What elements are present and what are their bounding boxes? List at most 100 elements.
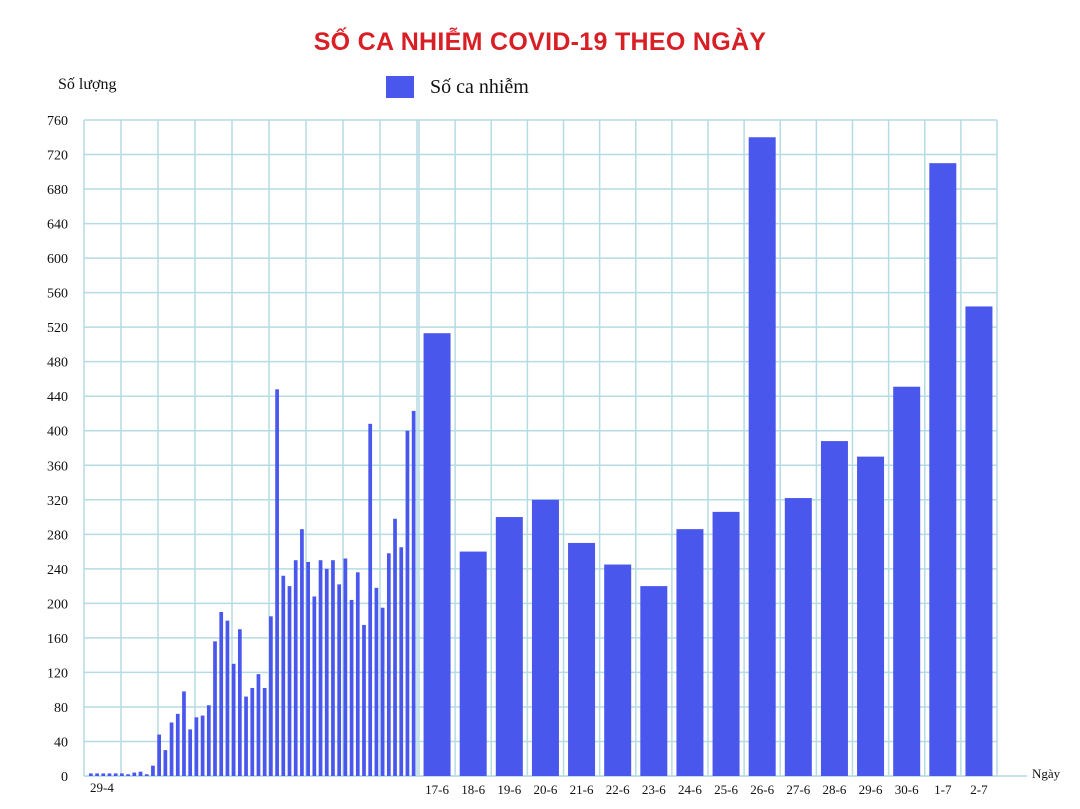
x-tick-label: 29-6 <box>859 782 883 797</box>
bar-24-6 <box>676 529 704 776</box>
early-bar <box>126 774 130 776</box>
x-axis-label: Ngày <box>1032 766 1061 781</box>
early-bar <box>399 547 404 776</box>
bar-23-6 <box>640 586 668 776</box>
y-tick-label: 600 <box>47 252 68 267</box>
early-bar <box>237 629 242 776</box>
early-bar <box>393 518 397 776</box>
x-tick-label: 1-7 <box>934 782 952 797</box>
bar-2-7 <box>965 306 993 776</box>
early-bar <box>312 596 317 776</box>
early-bar <box>188 729 193 776</box>
early-bar <box>95 773 99 776</box>
y-tick-label: 80 <box>54 701 68 716</box>
bar-21-6 <box>568 542 596 776</box>
bar-28-6 <box>820 441 848 776</box>
y-tick-label: 760 <box>47 114 68 129</box>
x-tick-label: 2-7 <box>970 782 988 797</box>
early-bar <box>355 572 360 776</box>
early-bar <box>300 529 304 776</box>
y-tick-label: 120 <box>47 666 68 681</box>
y-tick-label: 200 <box>47 597 68 612</box>
early-bar <box>175 713 180 776</box>
bar-20-6 <box>531 499 559 776</box>
x-tick-label: 30-6 <box>895 782 919 797</box>
early-bar <box>163 750 168 776</box>
y-tick-label: 160 <box>47 632 68 647</box>
early-bar <box>331 560 335 776</box>
early-bar <box>275 389 279 776</box>
early-bar <box>318 560 323 776</box>
x-tick-label: 26-6 <box>750 782 774 797</box>
early-bar <box>151 765 155 776</box>
x-ticks: 29-4 17-6 18-6 19-6 20-6 21-6 22-6 23-6 24-6 25-6… <box>90 780 988 797</box>
y-axis-label: Số lượng <box>58 76 117 93</box>
y-ticks: 0 40 80 120 160 200 240 280 320 360 400 440 480 520 56… <box>47 114 68 785</box>
bar-18-6 <box>459 551 487 776</box>
early-bar <box>269 616 273 776</box>
x-tick-label: 21-6 <box>570 782 594 797</box>
y-tick-label: 40 <box>54 735 68 750</box>
x-tick-label: 20-6 <box>534 782 558 797</box>
early-bar <box>349 599 354 776</box>
bar-29-6 <box>857 456 885 776</box>
y-tick-label: 320 <box>47 494 68 509</box>
early-bar <box>362 624 366 776</box>
y-tick-label: 560 <box>47 287 68 302</box>
bar-30-6 <box>893 386 921 776</box>
early-bar <box>337 584 342 776</box>
early-bar <box>281 575 286 776</box>
x-tick-label: 28-6 <box>823 782 847 797</box>
x-tick-label: 27-6 <box>786 782 810 797</box>
early-bar <box>182 691 186 776</box>
bar-22-6 <box>604 564 632 776</box>
legend: Số ca nhiễm <box>386 74 529 100</box>
y-tick-label: 360 <box>47 459 68 474</box>
early-bar <box>101 773 106 776</box>
early-bar <box>386 553 391 776</box>
y-tick-label: 240 <box>47 563 68 578</box>
early-bar <box>107 773 112 776</box>
x-tick-label: 23-6 <box>642 782 666 797</box>
early-bar <box>144 774 149 776</box>
early-bar <box>200 715 205 776</box>
early-bar <box>113 773 118 776</box>
early-bar <box>194 717 199 776</box>
y-tick-label: 0 <box>61 770 68 785</box>
early-bar <box>132 772 137 776</box>
early-bar <box>219 612 224 776</box>
y-tick-label: 480 <box>47 356 68 371</box>
y-tick-label: 440 <box>47 390 68 405</box>
early-bar <box>120 773 124 776</box>
early-bar <box>293 560 298 776</box>
early-bar <box>169 722 174 776</box>
early-bar <box>343 558 348 776</box>
early-bar <box>380 607 385 776</box>
x-tick-label: 29-4 <box>90 780 114 795</box>
bar-26-6 <box>748 137 776 776</box>
legend-swatch <box>386 76 414 98</box>
x-tick-label: 24-6 <box>678 782 702 797</box>
early-bar <box>306 561 310 776</box>
early-bar <box>262 687 267 776</box>
y-tick-label: 720 <box>47 149 68 164</box>
x-tick-label: 19-6 <box>497 782 521 797</box>
y-tick-label: 400 <box>47 425 68 440</box>
early-bar <box>225 620 230 776</box>
legend-label: Số ca nhiễm <box>430 75 529 98</box>
bar-27-6 <box>784 498 812 776</box>
early-bar <box>287 586 292 776</box>
x-tick-label: 25-6 <box>714 782 738 797</box>
bar-1-7 <box>929 163 957 776</box>
early-bar <box>206 705 211 776</box>
early-bar <box>231 663 236 776</box>
bar-25-6 <box>712 511 740 776</box>
y-tick-label: 280 <box>47 528 68 543</box>
early-bar <box>138 771 143 776</box>
bars <box>89 137 993 776</box>
bar-19-6 <box>495 517 523 776</box>
early-bar <box>324 568 329 776</box>
y-tick-label: 680 <box>47 183 68 198</box>
early-bar <box>368 423 373 776</box>
